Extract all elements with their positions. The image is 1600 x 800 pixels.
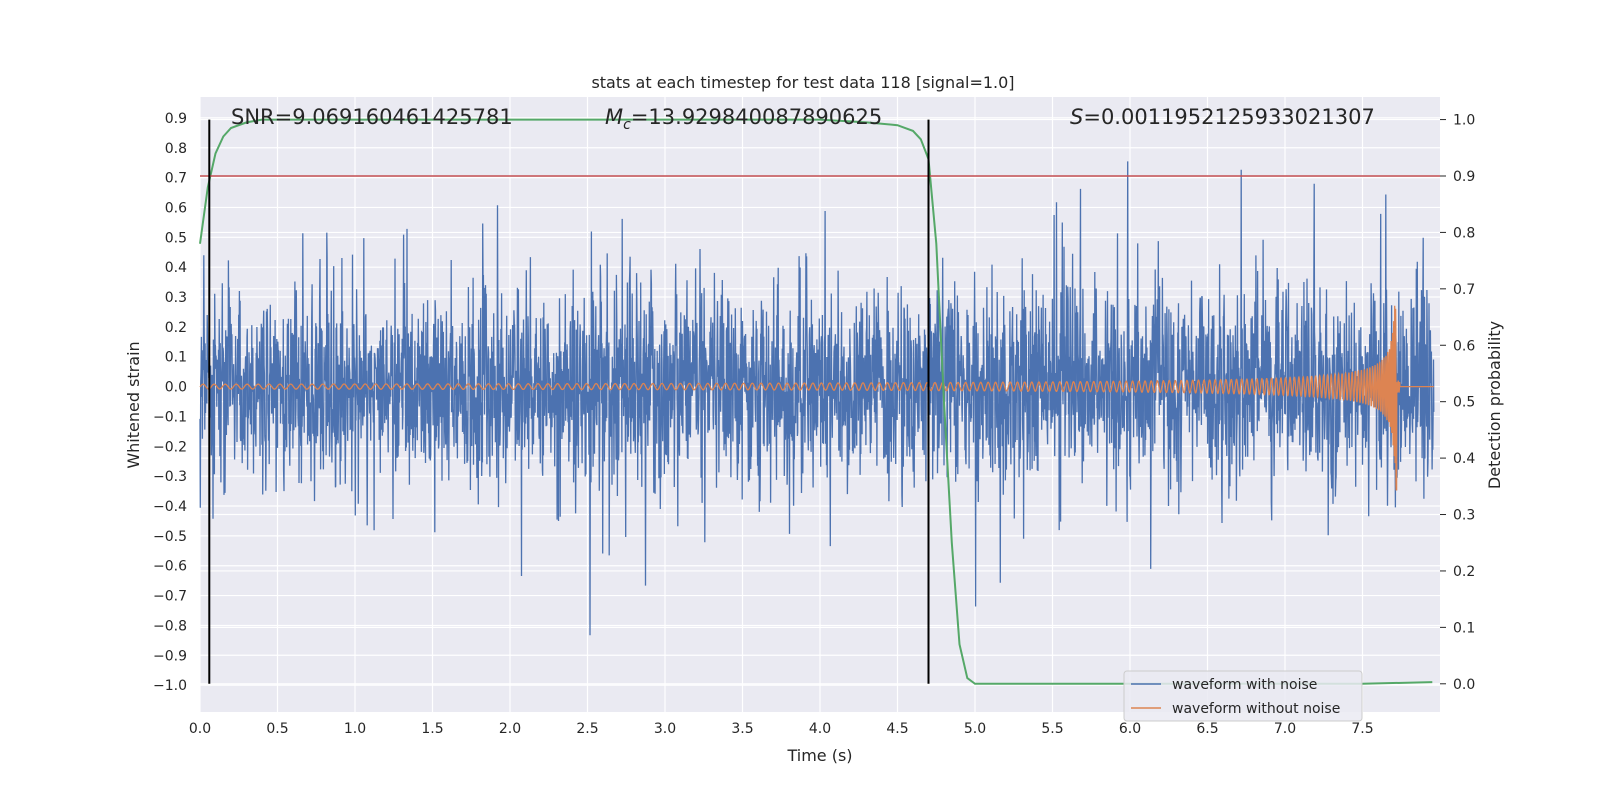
y-tick-label: −0.9 (153, 648, 187, 664)
y2-axis-label: Detection probability (1485, 321, 1504, 489)
y2-tick-label: 1.0 (1453, 113, 1475, 129)
x-tick-label: 4.0 (809, 721, 831, 737)
x-tick-label: 5.0 (964, 721, 986, 737)
snr-annotation: SNR=9.069160461425781 (231, 105, 513, 129)
y-tick-label: −0.1 (153, 409, 187, 425)
y2-tick-label: 0.1 (1453, 620, 1475, 636)
legend: waveform with noise waveform without noi… (1123, 670, 1363, 722)
x-tick-label: 2.0 (499, 721, 521, 737)
x-tick-label: 7.5 (1351, 721, 1373, 737)
y-axis-label: Whitened strain (124, 341, 143, 468)
y-tick-label: 0.9 (165, 111, 187, 127)
y2-tick-label: 0.4 (1453, 451, 1475, 467)
y-tick-label: −0.6 (153, 559, 187, 575)
y-tick-label: 0.2 (165, 320, 187, 336)
series-noise-line (199, 161, 1435, 636)
x-tick-label: 3.5 (731, 721, 753, 737)
legend-label-clean: waveform without noise (1172, 701, 1340, 717)
y-tick-label: −0.5 (153, 529, 187, 545)
x-axis-label: Time (s) (786, 746, 852, 765)
x-tick-label: 1.0 (344, 721, 366, 737)
y2-tick-label: 0.5 (1453, 395, 1475, 411)
y-tick-label: 0.8 (165, 141, 187, 157)
y-tick-label: 0.1 (165, 350, 187, 366)
y2-tick-label: 0.7 (1453, 282, 1475, 298)
data-layer (199, 118, 1440, 685)
x-tick-label: 2.5 (576, 721, 598, 737)
x-tick-label: 7.0 (1274, 721, 1296, 737)
y-tick-label: −0.8 (153, 618, 187, 634)
y-tick-label: 0.0 (165, 380, 187, 396)
y-tick-label: 0.5 (165, 230, 187, 246)
y-tick-label: −0.7 (153, 589, 187, 605)
y2-tick-label: 0.3 (1453, 508, 1475, 524)
x-tick-label: 4.5 (886, 721, 908, 737)
chirp-mass-annotation: Mc=13.929840087890625 (605, 105, 882, 133)
y-tick-label: 0.6 (165, 200, 187, 216)
legend-box (1123, 670, 1363, 722)
chart-title: stats at each timestep for test data 118… (591, 73, 1014, 92)
x-tick-label: 0.5 (266, 721, 288, 737)
y-tick-label: −0.4 (153, 499, 187, 515)
x-tick-label: 0.0 (189, 721, 211, 737)
x-tick-label: 3.0 (654, 721, 676, 737)
y2-tick-label: 0.9 (1453, 169, 1475, 185)
legend-label-noise: waveform with noise (1172, 677, 1317, 693)
y-tick-label: 0.3 (165, 290, 187, 306)
score-annotation: S=0.0011952125933021307 (1070, 105, 1375, 129)
y-tick-label: −0.3 (153, 469, 187, 485)
axes-layer: 0.0 0.5 1.0 1.5 2.0 2.5 3.0 3.5 4.0 4.5 5.0 5.5 6.0 6… (153, 111, 1475, 737)
x-tick-label: 5.5 (1041, 721, 1063, 737)
series-probability-line (199, 118, 1433, 685)
y2-tick-label: 0.2 (1453, 564, 1475, 580)
y2-tick-label: 0.6 (1453, 338, 1475, 354)
x-tick-label: 6.5 (1196, 721, 1218, 737)
y2-tick-label: 0.8 (1453, 225, 1475, 241)
y-tick-label: −1.0 (153, 678, 187, 694)
series-clean-line (199, 305, 1434, 491)
y-tick-label: −0.2 (153, 439, 187, 455)
y2-tick-label: 0.0 (1453, 677, 1475, 693)
y-tick-label: 0.7 (165, 171, 187, 187)
y-tick-label: 0.4 (165, 260, 187, 276)
x-tick-label: 1.5 (421, 721, 443, 737)
x-tick-label: 6.0 (1119, 721, 1141, 737)
